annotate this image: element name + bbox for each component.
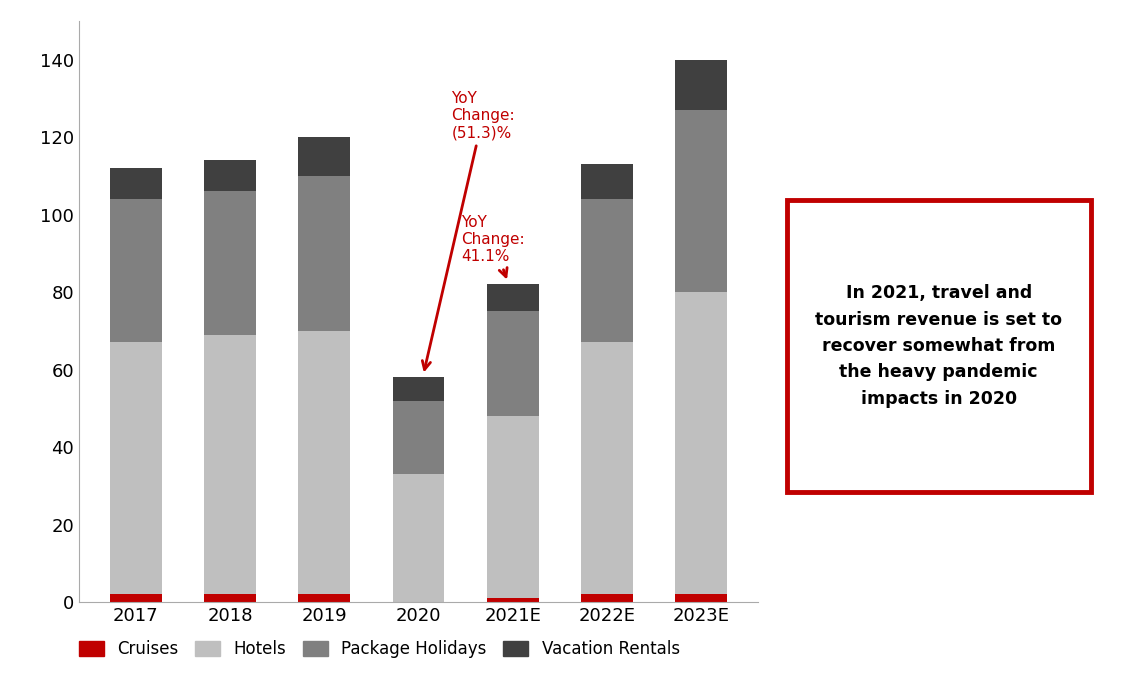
Bar [205,161,256,191]
Bar [581,199,632,343]
Bar [675,60,727,110]
Text: YoY
Change:
41.1%: YoY Change: 41.1% [460,215,525,277]
Text: In 2021, travel and
tourism revenue is set to
recover somewhat from
the heavy pa: In 2021, travel and tourism revenue is s… [815,284,1062,408]
Bar [205,191,256,335]
Bar [486,284,538,311]
Bar [299,331,351,594]
Bar [675,292,727,594]
Bar [110,168,162,199]
Bar [675,110,727,292]
Bar [205,594,256,602]
Legend: Cruises, Hotels, Package Holidays, Vacation Rentals: Cruises, Hotels, Package Holidays, Vacat… [74,635,684,664]
Bar [299,594,351,602]
Bar [205,335,256,594]
Bar [110,594,162,602]
Text: YoY
Change:
(51.3)%: YoY Change: (51.3)% [422,91,515,370]
Bar [392,474,444,602]
Bar [110,199,162,343]
Bar [581,343,632,594]
Bar [486,311,538,416]
Bar [392,377,444,401]
Bar [299,176,351,331]
Bar [581,594,632,602]
Bar [675,594,727,602]
Bar [110,343,162,594]
Bar [486,416,538,598]
Bar [486,598,538,602]
Bar [299,137,351,176]
FancyBboxPatch shape [787,200,1090,492]
Bar [392,401,444,474]
Bar [581,164,632,199]
